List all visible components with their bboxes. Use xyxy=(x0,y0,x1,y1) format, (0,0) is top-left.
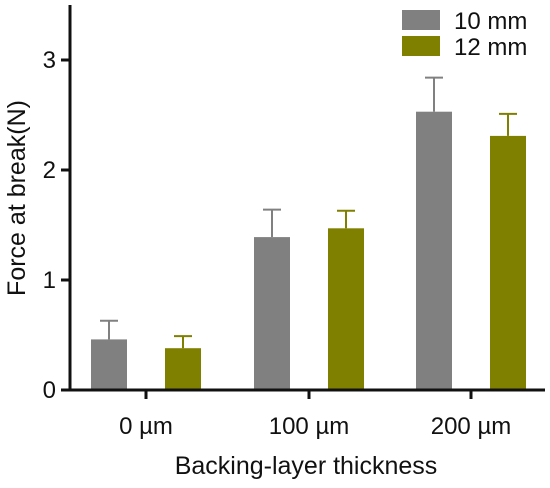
bar-12mm-2 xyxy=(490,135,526,390)
y-tick-label: 0 xyxy=(43,377,56,404)
x-tick-label: 0 µm xyxy=(119,413,173,440)
bar-12mm-1 xyxy=(328,228,364,390)
legend-swatch-12mm xyxy=(402,36,440,56)
bar-10mm-1 xyxy=(254,237,290,390)
legend-label-12mm: 12 mm xyxy=(454,34,527,61)
x-tick-label: 200 µm xyxy=(431,413,512,440)
y-tick-label: 3 xyxy=(43,47,56,74)
y-ticks: 0 1 2 3 xyxy=(43,47,70,404)
plot-area xyxy=(91,76,526,390)
x-axis-title: Backing-layer thickness xyxy=(175,452,438,480)
y-tick-label: 1 xyxy=(43,267,56,294)
y-tick-label: 2 xyxy=(43,157,56,184)
bar-12mm-0 xyxy=(165,348,201,390)
y-axis-title: Force at break(N) xyxy=(3,100,31,296)
bar-10mm-0 xyxy=(91,339,127,390)
legend-swatch-10mm xyxy=(402,10,440,30)
x-tick-label: 100 µm xyxy=(269,413,350,440)
legend-label-10mm: 10 mm xyxy=(454,8,527,35)
axes xyxy=(68,5,545,392)
bar-10mm-2 xyxy=(416,111,452,390)
x-ticks: 0 µm 100 µm 200 µm xyxy=(119,390,511,440)
